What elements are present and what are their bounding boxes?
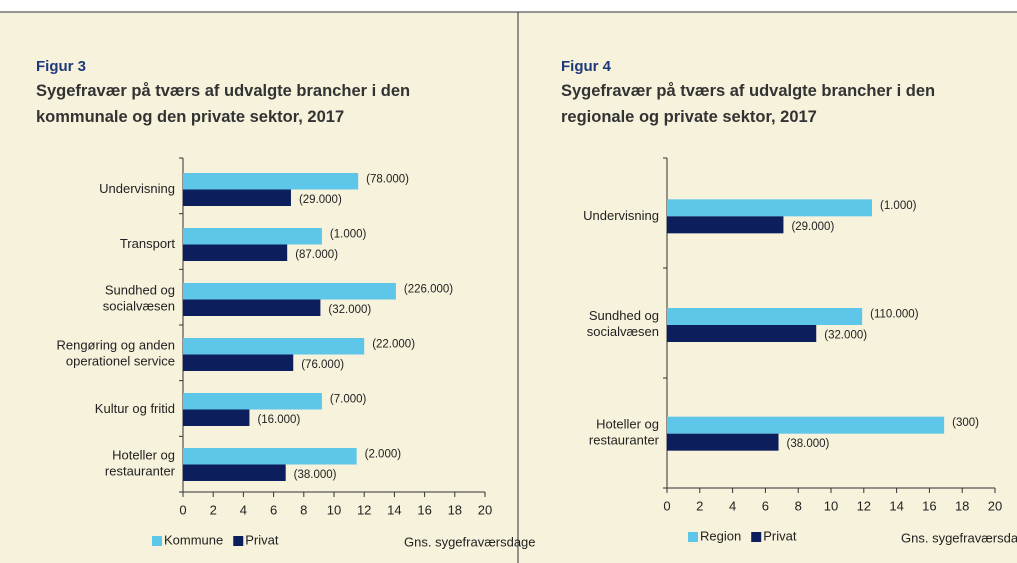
x-tick-label: 6 — [762, 498, 769, 513]
bar-label: (16.000) — [257, 414, 300, 426]
y-tick-label: Sundhed og socialvæsen — [587, 308, 659, 339]
bar-label: (38.000) — [294, 469, 337, 481]
y-tick-label: Undervisning — [583, 208, 659, 223]
bar — [667, 433, 779, 451]
bar — [667, 199, 872, 217]
bar — [183, 189, 291, 206]
legend-label: Privat — [763, 528, 797, 543]
background — [0, 12, 1017, 563]
legend-swatch — [751, 532, 762, 542]
chart-title: Sygefravær på tværs af udvalgte brancher… — [561, 82, 936, 126]
bar-label: (2.000) — [365, 448, 402, 460]
bar-label: (29.000) — [791, 221, 834, 233]
bar-label: (76.000) — [301, 359, 344, 371]
x-tick-label: 2 — [696, 498, 703, 513]
y-tick-label: Undervisning — [99, 181, 175, 196]
bar — [183, 299, 321, 316]
bar-label: (1.000) — [880, 200, 917, 212]
legend-swatch — [688, 532, 698, 542]
legend-swatch — [233, 536, 244, 546]
x-tick-label: 12 — [357, 502, 371, 517]
x-tick-label: 18 — [448, 502, 462, 517]
bar — [183, 283, 396, 300]
legend-label: Privat — [245, 532, 279, 547]
bar — [183, 464, 286, 481]
bar — [667, 216, 784, 234]
x-tick-label: 4 — [240, 502, 247, 517]
x-axis-label: Gns. sygefraværsdage — [404, 534, 536, 549]
bar-label: (87.000) — [295, 249, 338, 261]
bar — [183, 354, 294, 371]
bar-label: (29.000) — [299, 194, 342, 206]
x-tick-label: 2 — [210, 502, 217, 517]
bar-label: (78.000) — [366, 173, 409, 185]
x-tick-label: 8 — [795, 498, 802, 513]
x-axis-label: Gns. sygefraværsdage — [901, 530, 1017, 545]
x-tick-label: 20 — [988, 498, 1002, 513]
bar — [183, 228, 322, 245]
bar — [183, 244, 288, 261]
bar-label: (7.000) — [330, 393, 367, 405]
legend-label: Region — [700, 528, 741, 543]
x-tick-label: 18 — [955, 498, 969, 513]
y-tick-label: Hoteller og restauranter — [105, 448, 176, 479]
x-tick-label: 16 — [922, 498, 936, 513]
y-tick-label: Sundhed og socialvæsen — [103, 283, 175, 314]
legend-label: Kommune — [164, 532, 223, 547]
x-tick-label: 0 — [663, 498, 670, 513]
bar — [183, 173, 359, 190]
legend-swatch — [152, 536, 162, 546]
bar-label: (38.000) — [787, 438, 830, 450]
x-tick-label: 6 — [270, 502, 277, 517]
bar — [667, 325, 817, 342]
x-tick-label: 10 — [824, 498, 838, 513]
y-tick-label: Kultur og fritid — [95, 401, 175, 416]
bar-label: (1.000) — [330, 228, 367, 240]
bar-label: (110.000) — [870, 309, 919, 321]
x-tick-label: 4 — [729, 498, 736, 513]
bar — [183, 338, 365, 355]
x-tick-label: 0 — [179, 502, 186, 517]
bar-label: (300) — [952, 417, 979, 429]
y-tick-label: Rengøring og anden operationel service — [56, 338, 175, 369]
bar-label: (22.000) — [372, 338, 415, 350]
figure-label: Figur 4 — [561, 58, 612, 75]
bar — [183, 393, 322, 410]
x-tick-label: 10 — [327, 502, 341, 517]
x-tick-label: 20 — [478, 502, 492, 517]
bar-label: (226.000) — [404, 283, 453, 295]
x-tick-label: 16 — [417, 502, 431, 517]
x-tick-label: 8 — [300, 502, 307, 517]
x-tick-label: 14 — [889, 498, 903, 513]
x-tick-label: 14 — [387, 502, 401, 517]
figure-label: Figur 3 — [36, 58, 87, 75]
chart-title: Sygefravær på tværs af udvalgte brancher… — [36, 82, 411, 126]
bar-label: (32.000) — [328, 304, 371, 316]
y-tick-label: Hoteller og restauranter — [589, 417, 660, 448]
y-tick-label: Transport — [120, 236, 176, 251]
bar-label: (32.000) — [824, 330, 867, 342]
bar — [667, 308, 863, 325]
bar — [667, 416, 945, 434]
x-tick-label: 12 — [857, 498, 871, 513]
bar — [183, 448, 357, 465]
bar — [183, 409, 250, 426]
